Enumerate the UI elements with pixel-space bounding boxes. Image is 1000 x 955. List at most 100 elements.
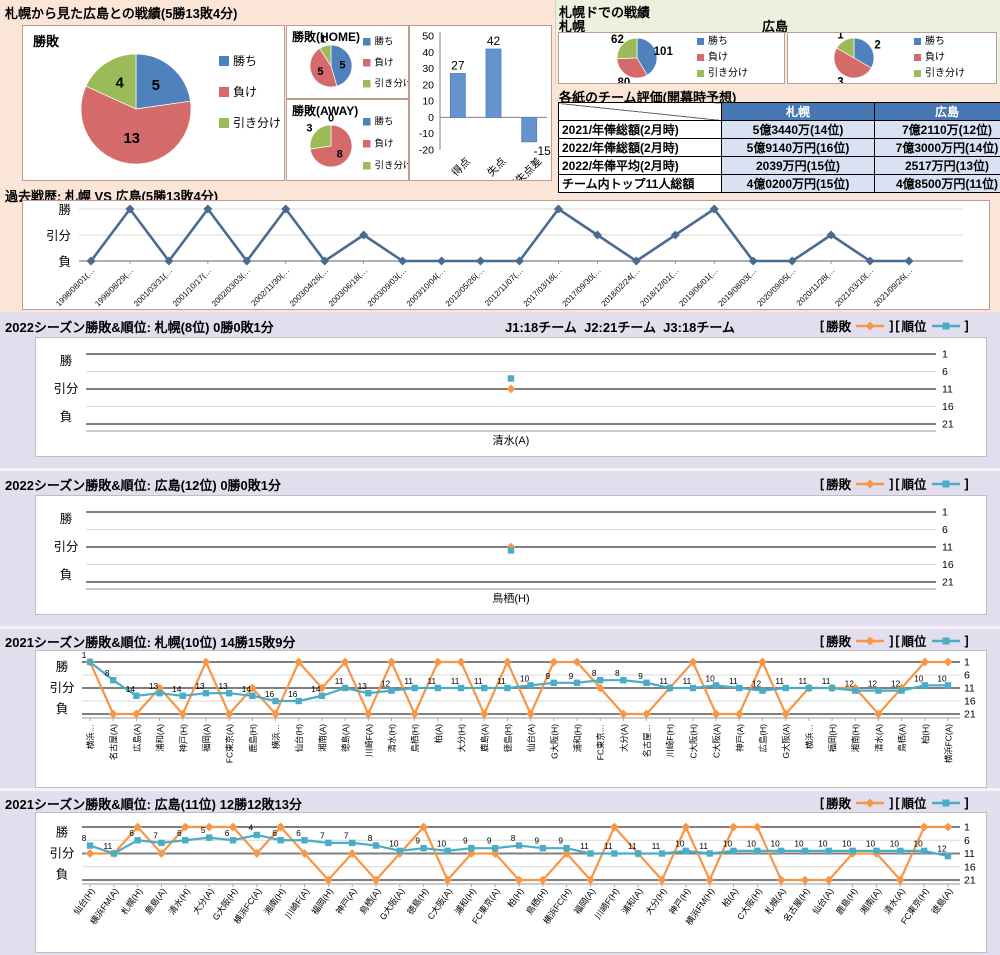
rank-marker <box>730 847 737 855</box>
rank-axis-tick: 16 <box>942 401 954 413</box>
row-value-hiroshima: 7億2110万(12位) <box>874 120 1000 139</box>
rank-value-label: 14 <box>311 684 321 694</box>
result-marker <box>180 822 190 832</box>
opponent-label: 川崎F(H) <box>665 724 675 758</box>
date-label: 1998/08/29(… <box>93 266 135 308</box>
chart-panel-away-pie[interactable]: 勝敗(AWAY) 0 8 3 勝ち 負け 引き分け <box>286 99 409 181</box>
rank-value-label: 1 <box>82 651 87 660</box>
bar-value-label: 27 <box>451 58 465 72</box>
rank-marker <box>666 684 673 692</box>
result-marker <box>433 657 443 667</box>
rank-value-label: 11 <box>104 841 113 851</box>
legend-result-label: 勝敗 <box>826 320 852 334</box>
rank-axis-tick: 1 <box>942 349 948 361</box>
rank-value-label: 6 <box>225 828 230 838</box>
rank-value-label: 10 <box>437 838 447 848</box>
rank-value-label: 10 <box>890 838 900 848</box>
legend-2021-sapporo: [勝敗] [順位] <box>820 631 969 650</box>
date-label: 2020/09/05(… <box>755 266 797 308</box>
result-marker <box>204 822 214 832</box>
rank-value-label: 11 <box>497 676 506 686</box>
rank-marker <box>897 847 904 855</box>
chart-panel-past-record[interactable]: 勝引分負 1998/08/01(… 1998/08/29(… 2001/03/31(…… <box>22 200 990 310</box>
rank-marker <box>563 845 570 852</box>
date-label: 2019/08/03(… <box>716 266 758 308</box>
opponent-label: 徳島(H) <box>503 724 513 753</box>
legend-bracket: ] <box>964 318 969 333</box>
pie-overall-title: 勝敗 <box>33 34 60 49</box>
chart-panel-home-pie[interactable]: 勝敗(HOME) 5 5 1 勝ち 負け 引き分け <box>286 25 409 99</box>
opponent-label: 清水(A) <box>493 434 530 447</box>
pie-slice <box>330 44 353 87</box>
legend-bracket: ] <box>964 476 969 491</box>
pie-legend-label: 勝ち <box>375 116 394 128</box>
rank-legend-marker-icon <box>931 322 960 329</box>
bar-y-tick: 50 <box>422 31 434 43</box>
pie-slice <box>836 37 855 59</box>
rank-marker <box>849 847 856 855</box>
rank-marker <box>587 850 594 857</box>
rank-value-label: 12 <box>868 679 878 689</box>
result-marker <box>711 709 721 719</box>
result-marker <box>681 822 691 832</box>
chart-panel-goals-bar[interactable]: 50 40 30 20 10 0 -10 -20 27 得点 42 失点 -15 得失点差 <box>409 25 552 181</box>
dome-hiroshima-label: 広島 <box>762 19 789 34</box>
legend-diamond <box>865 635 875 646</box>
rank-marker <box>875 687 882 694</box>
bar-失点 <box>485 48 502 118</box>
result-marker <box>387 657 396 667</box>
chart-panel-overall-pie[interactable]: 勝敗 5 13 4 勝ち 負け 引き分け <box>22 25 285 181</box>
rank-value-label: 7 <box>344 830 349 840</box>
opponent-label: 鹿島(H) <box>248 724 258 753</box>
past-result-marker <box>125 204 135 214</box>
legend-square <box>942 480 950 487</box>
table-row: 2022/年俸総額(2月時) 5億9140万円(16位) 7億3000万円(14… <box>558 138 1000 157</box>
opponent-label: 湘南(A) <box>857 886 883 916</box>
opponent-label: G大阪(A) <box>781 724 791 759</box>
past-result-marker <box>475 256 486 266</box>
rank-axis-tick: 16 <box>964 861 976 873</box>
opponent-label: 徳島(A) <box>341 724 351 752</box>
chart-panel-2021-hiroshima[interactable]: 勝引分負 1 6 11 16 21 仙台(H) 横浜FM(A) 札幌(H) 鹿島(A) 清水(H) 大… <box>35 812 987 953</box>
chart-panel-2022-sapporo[interactable]: 勝引分負 1 6 11 16 21 清水(A) <box>35 337 987 457</box>
chart-panel-2021-sapporo[interactable]: 勝引分負 1 6 11 16 21 横浜… 名古屋(A) 広島(A) 浦和(A) 神戸(H) 福岡(A… <box>35 650 987 788</box>
rank-marker <box>828 684 836 692</box>
chart-panel-2022-hiroshima[interactable]: 勝引分負 1 6 11 16 21 鳥栖(H) <box>35 495 987 615</box>
opponent-label: G大阪(H) <box>549 724 559 759</box>
rank-value-label: 11 <box>699 841 708 851</box>
legend-swatch <box>697 70 704 77</box>
rank-value-label: 12 <box>845 679 855 689</box>
opponent-label: 名古屋(A) <box>109 724 119 760</box>
result-marker <box>705 875 715 885</box>
date-label: 2012/11/07(… <box>483 266 525 308</box>
result-marker <box>224 709 234 719</box>
legend-bracket: [ <box>895 795 900 810</box>
chart-panel-dome-sapporo-pie[interactable]: 101 80 62 勝ち 負け 引き分け <box>558 32 785 84</box>
pie-legend-label: 負け <box>708 51 728 63</box>
legend-swatch <box>219 118 229 128</box>
chart-panel-dome-hiroshima-pie[interactable]: 2 3 1 勝ち 負け 引き分け <box>787 32 997 84</box>
result-marker <box>178 709 188 719</box>
rank-value-label: 6 <box>129 828 134 838</box>
rank-value-label: 14 <box>172 684 182 694</box>
pie-slice <box>80 85 192 165</box>
bar-value-label: 42 <box>487 34 501 48</box>
date-label: 2018/12/01(… <box>638 266 680 308</box>
past-result-marker <box>631 256 641 266</box>
rank-value-label: 9 <box>638 671 643 681</box>
rank-value-label: 9 <box>415 836 420 846</box>
opponent-label: 仙台(A) <box>810 886 836 916</box>
rank-value-label: 10 <box>937 673 947 683</box>
rank-legend-marker-icon <box>931 480 960 487</box>
date-label: 2012/05/26(… <box>444 266 486 308</box>
rank-value-label: 11 <box>652 841 661 851</box>
opponent-label: 神戸(H) <box>666 886 692 917</box>
rank-marker <box>133 692 140 699</box>
rank-marker <box>468 845 475 852</box>
legend-swatch <box>363 162 371 170</box>
rank-marker <box>944 682 952 689</box>
opponent-label: 清水(H) <box>387 724 397 753</box>
